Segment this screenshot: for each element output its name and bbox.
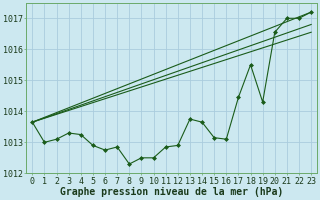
- X-axis label: Graphe pression niveau de la mer (hPa): Graphe pression niveau de la mer (hPa): [60, 187, 284, 197]
